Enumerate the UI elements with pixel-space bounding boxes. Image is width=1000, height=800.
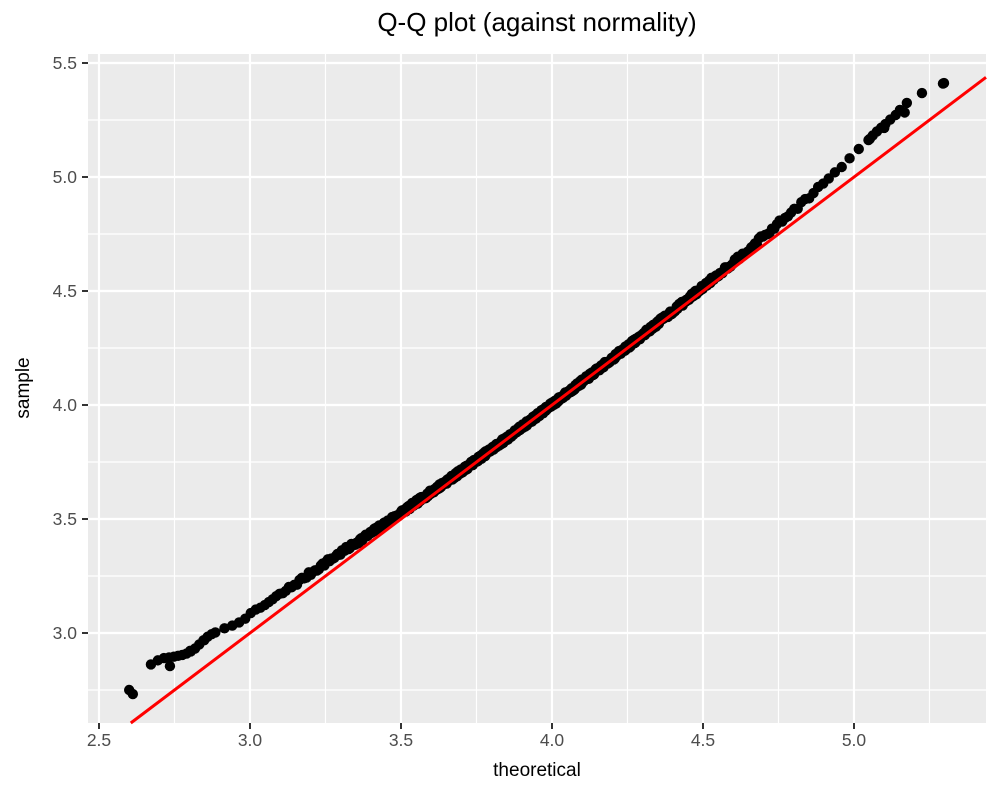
- x-tick-label: 4.5: [691, 730, 715, 750]
- x-tick-label: 4.0: [540, 730, 565, 750]
- x-tick-label: 5.0: [842, 730, 867, 750]
- y-tick-label: 4.5: [53, 281, 77, 301]
- x-tick-label: 2.5: [87, 730, 111, 750]
- data-point: [210, 627, 221, 638]
- y-tick-label: 5.0: [53, 167, 78, 187]
- data-point: [901, 97, 913, 109]
- y-tick-label: 3.0: [53, 623, 78, 643]
- x-tick-label: 3.5: [389, 730, 413, 750]
- data-point: [879, 122, 890, 134]
- data-point: [937, 78, 949, 89]
- x-tick-label: 3.0: [238, 730, 263, 750]
- y-tick-label: 5.5: [53, 53, 77, 73]
- x-axis-title: theoretical: [493, 760, 581, 781]
- y-tick-label: 4.0: [53, 395, 78, 415]
- data-point: [853, 143, 864, 155]
- data-point: [864, 133, 876, 144]
- data-point: [899, 107, 910, 118]
- data-point: [199, 634, 210, 646]
- data-point: [164, 660, 176, 672]
- data-point: [219, 623, 230, 634]
- chart-title: Q-Q plot (against normality): [377, 7, 697, 37]
- y-tick-label: 3.5: [53, 509, 77, 529]
- data-point: [184, 645, 196, 657]
- data-point: [127, 688, 139, 700]
- panel-background: [88, 54, 986, 723]
- data-point: [836, 161, 847, 173]
- reference-line: [129, 76, 987, 725]
- data-point: [916, 87, 928, 99]
- data-point: [844, 153, 855, 164]
